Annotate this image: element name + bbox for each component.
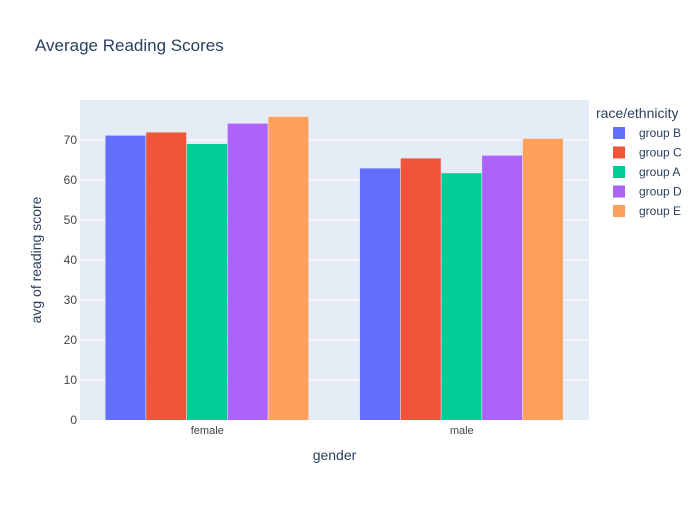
y-tick-label: 50 [64, 213, 78, 227]
legend-item-label: group C [639, 146, 682, 160]
bars [105, 116, 563, 421]
legend-item-label: group A [639, 165, 680, 179]
legend-title: race/ethnicity [596, 105, 678, 121]
bar-group-E-male [522, 138, 563, 421]
y-tick-label: 30 [64, 293, 78, 307]
legend: group B group C group A group D group E [613, 126, 682, 218]
bar-group-C-male [400, 158, 441, 420]
legend-item-label: group E [639, 204, 681, 218]
bar-group-D-male [482, 155, 523, 420]
chart-title: Average Reading Scores [35, 36, 224, 55]
legend-item-label: group B [639, 126, 681, 140]
y-tick-label: 60 [64, 173, 78, 187]
y-tick-label: 10 [64, 373, 78, 387]
y-axis-ticks: 0 10 20 30 40 50 60 70 [64, 133, 78, 427]
bar-group-D-female [227, 123, 268, 420]
y-tick-label: 0 [70, 413, 77, 427]
bar-group-A-male [441, 173, 482, 420]
x-axis-title: gender [313, 447, 357, 463]
bar-group-A-female [186, 144, 228, 420]
legend-swatch [613, 205, 625, 217]
bar-group-B-female [105, 135, 146, 420]
legend-swatch [613, 166, 625, 178]
x-tick-label: male [450, 425, 474, 437]
bar-group-E-female [268, 116, 309, 421]
legend-swatch [613, 127, 625, 139]
bar-group-C-female [146, 132, 187, 420]
y-tick-label: 70 [64, 133, 78, 147]
legend-swatch [613, 185, 625, 198]
legend-item-label: group D [639, 185, 682, 199]
y-tick-label: 20 [64, 333, 78, 347]
legend-swatch [613, 146, 625, 159]
y-axis-title: avg of reading score [28, 196, 44, 323]
y-tick-label: 40 [64, 253, 78, 267]
bar-group-B-male [359, 168, 401, 420]
x-axis-ticks: female male [191, 425, 474, 437]
x-tick-label: female [191, 425, 224, 437]
